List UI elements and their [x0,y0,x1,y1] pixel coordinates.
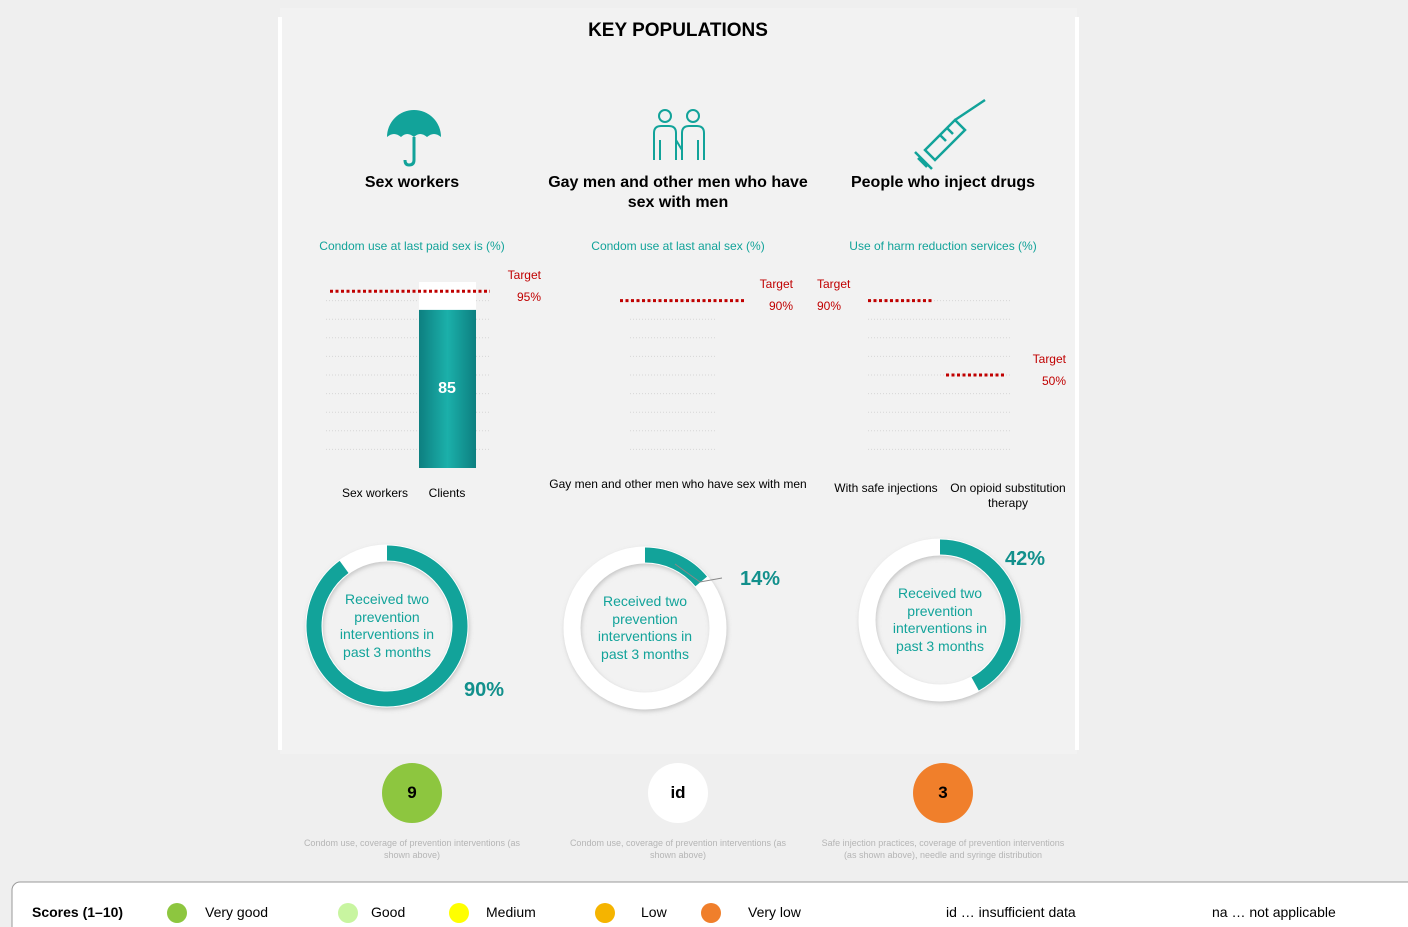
category-label: Clients [428,485,466,500]
legend-label: Very low [748,904,801,921]
bar [419,309,476,468]
legend-note: na … not applicable [1212,904,1336,921]
score-value: 3 [938,783,948,803]
leader-line [674,563,723,583]
panel-heading: Gay men and other men who have sex with … [548,174,808,211]
donut-value: 90% [463,678,505,701]
category-label: On opioid substitution therapy [950,480,1066,510]
icon-people [653,109,705,160]
donut-value: 14% [739,567,781,590]
target-value: 50% [1041,373,1066,388]
legend-swatch [338,903,358,923]
score-value: id [670,783,686,803]
icon-syringe [914,98,986,170]
legend-swatch [701,903,721,923]
legend-swatch [449,903,469,923]
panel-heading: Sex workers [364,174,460,191]
chart-title: Condom use at last anal sex (%) [591,238,765,253]
donut-arc [644,547,708,587]
donut-label: Received two prevention interventions in… [892,585,988,654]
score-note: Condom use, coverage of prevention inter… [569,838,787,860]
category-label: Gay men and other men who have sex with … [549,476,807,491]
target-value: 90% [817,299,842,314]
target-label: Target [759,277,793,292]
score-circle [913,763,973,823]
legend-label: Very good [205,904,269,921]
donut-value: 42% [1004,547,1046,570]
chart-title: Use of harm reduction services (%) [849,238,1037,253]
bar-value-label: 85 [438,380,456,397]
icon-umbrella [387,110,441,167]
score-circle [382,763,442,823]
legend-title: Scores (1–10) [32,904,124,921]
legend-label: Low [641,904,667,921]
target-value: 90% [768,299,793,314]
score-note: Safe injection practices, coverage of pr… [821,838,1065,860]
page-title: KEY POPULATIONS [588,20,768,42]
donut-arc [939,539,1021,691]
chart-title: Condom use at last paid sex is (%) [319,238,505,253]
category-label: Sex workers [341,485,409,500]
legend-swatch [595,903,615,923]
legend-label: Medium [486,904,536,921]
donut-arc [306,545,468,707]
target-value: 95% [516,289,541,304]
category-label: With safe injections [834,480,938,495]
panel-heading: People who inject drugs [850,174,1036,191]
legend-swatch [167,903,187,923]
donut-label: Received two prevention interventions in… [597,593,693,662]
score-circle [648,763,708,823]
target-label: Target [507,267,541,282]
legend-note: id … insufficient data [946,904,1076,921]
legend-label: Good [371,904,406,921]
donut-label: Received two prevention interventions in… [339,591,435,660]
score-value: 9 [407,783,417,803]
target-label: Target [817,277,851,292]
target-label: Target [1032,351,1066,366]
score-note: Condom use, coverage of prevention inter… [303,838,521,860]
